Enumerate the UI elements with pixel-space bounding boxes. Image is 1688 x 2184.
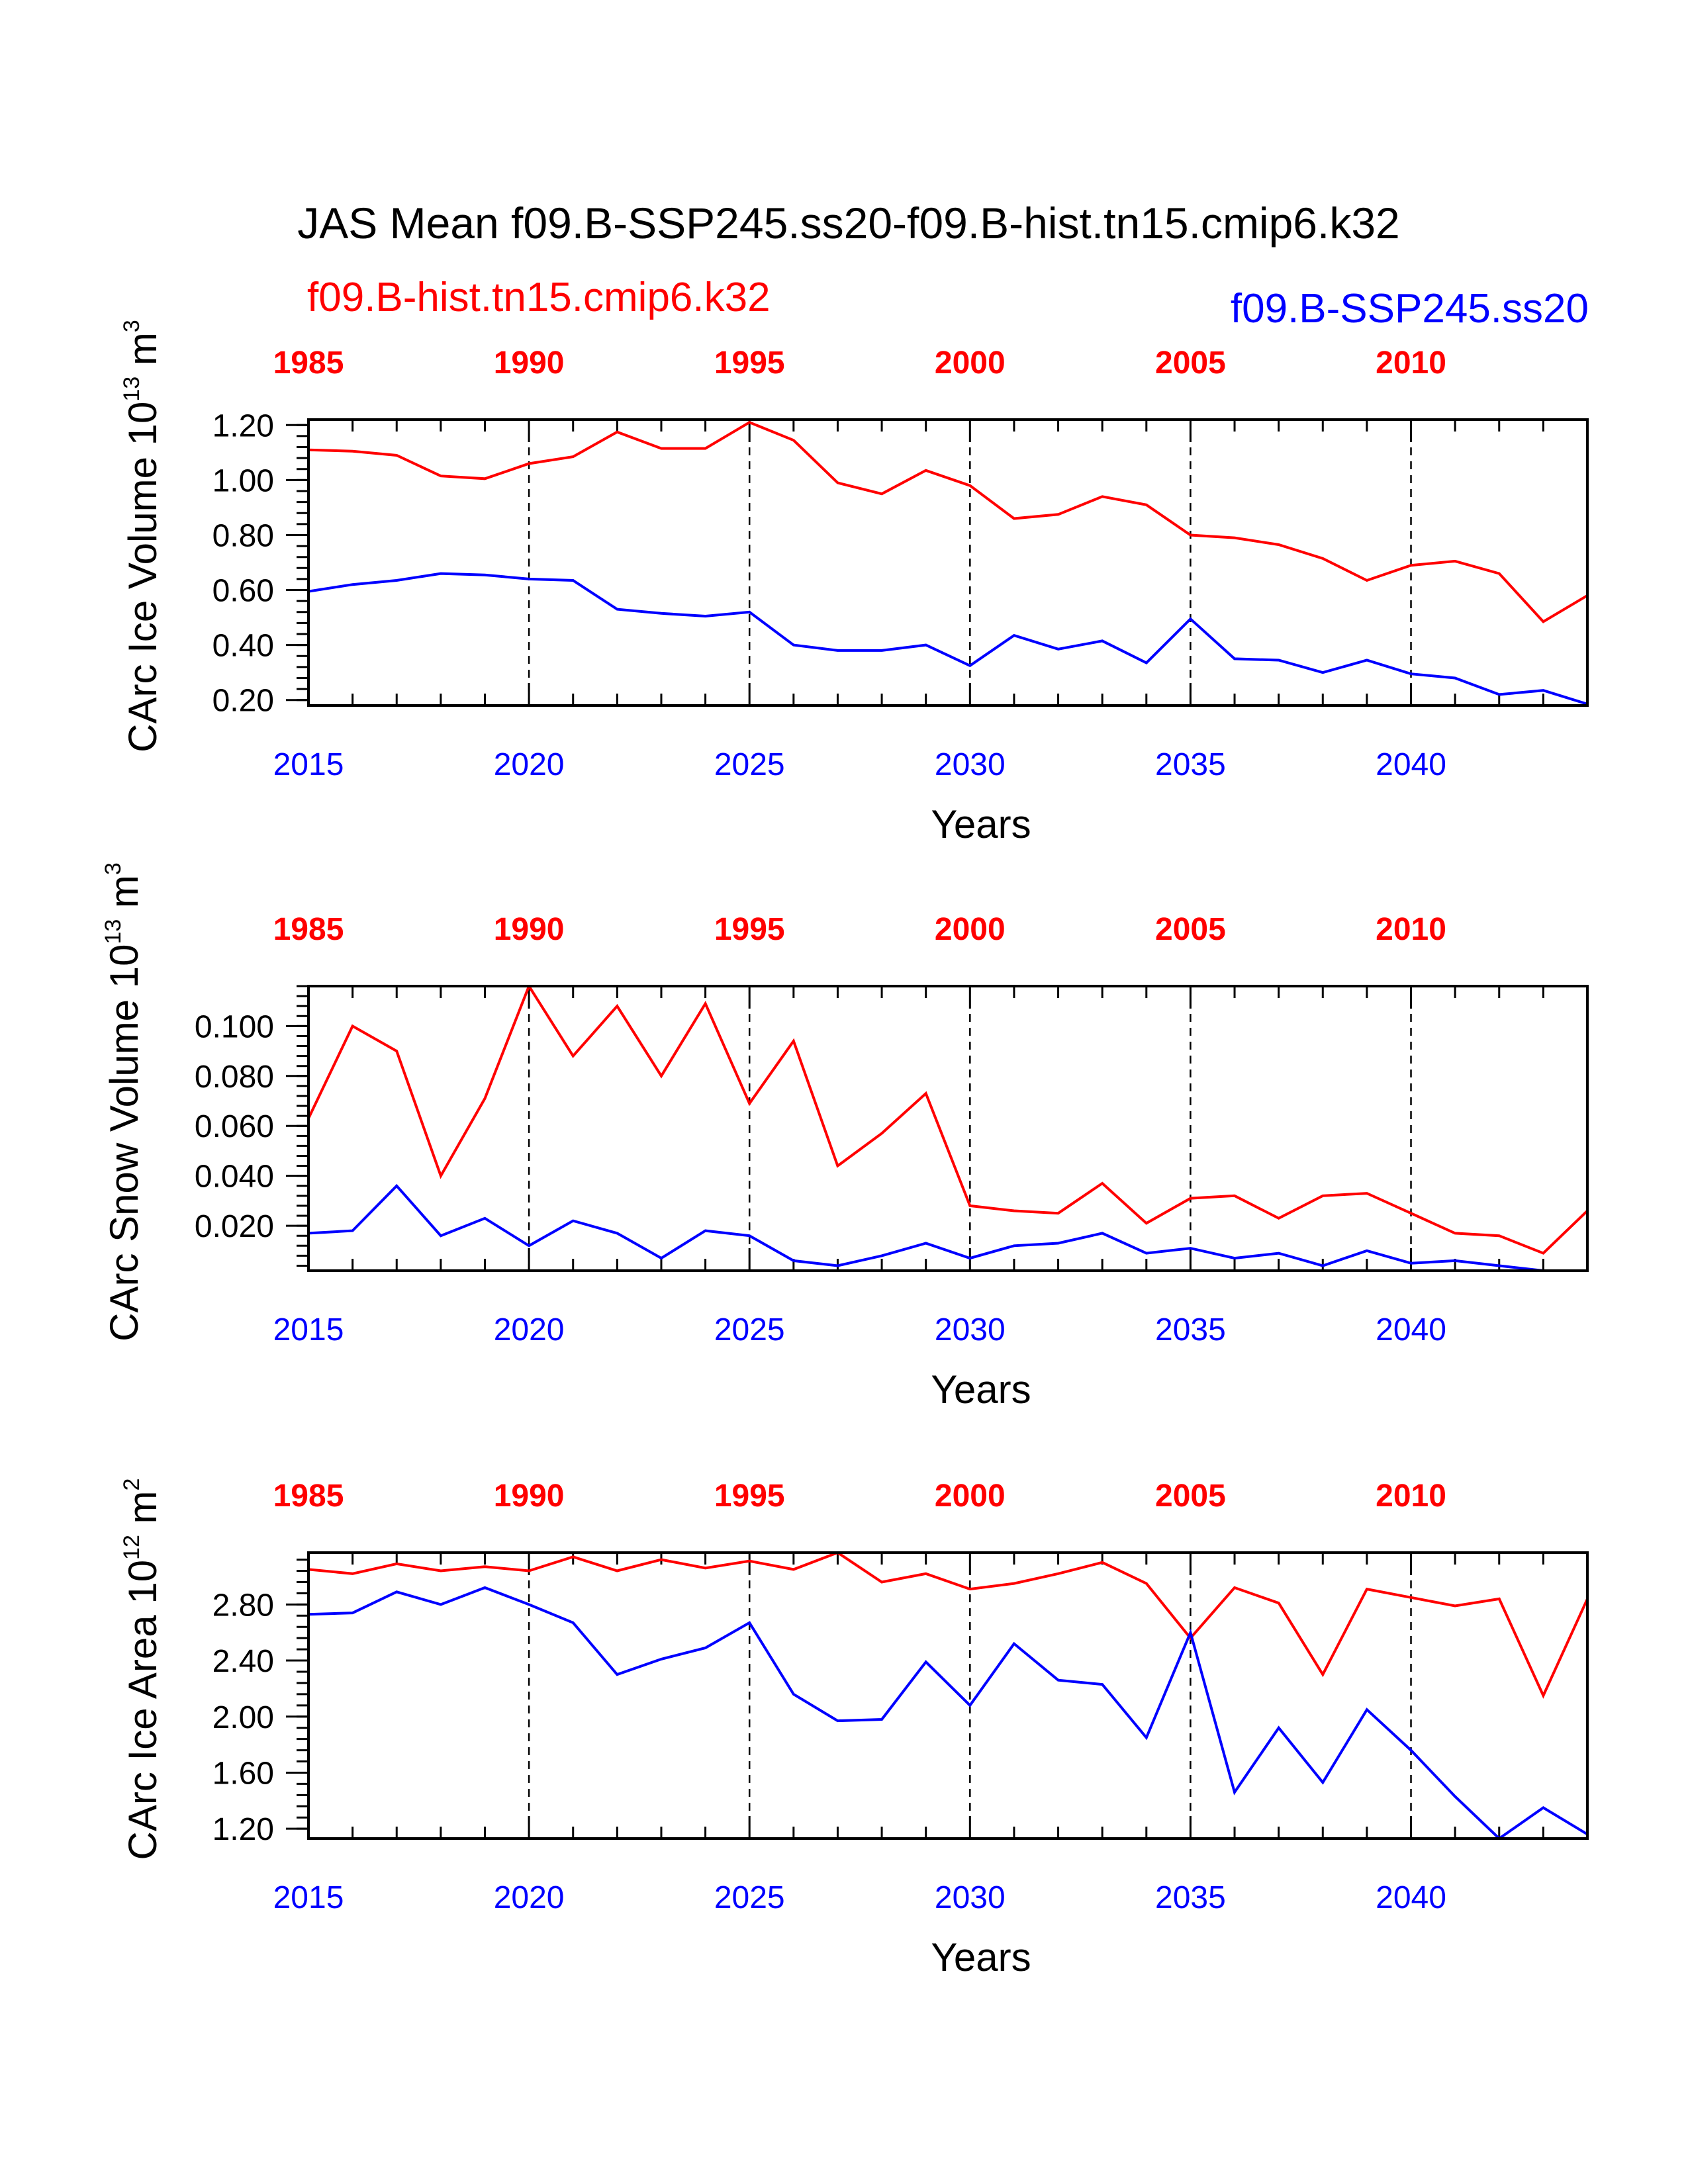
y-tick-label: 1.20 [212,1812,274,1847]
x-tick-label-top: 1990 [494,345,565,381]
panel-3: 1.20 1.60 2.00 2.40 2.80 2015 2020 2025 2030 2035… [119,1479,1589,1979]
plot-frame [307,985,1589,1272]
x-tick-label-bottom: 2020 [494,747,565,782]
y-tick-label: 0.100 [195,1009,274,1044]
x-tick-label-top: 2010 [1376,345,1446,381]
y-tick-label: 0.20 [212,684,274,719]
figure-title: JAS Mean f09.B-SSP245.ss20-f09.B-hist.tn… [297,199,1400,248]
x-tick-label-bottom: 2025 [714,1312,785,1347]
y-axis-label: CArc Ice Volume 1013 m3 [119,320,165,752]
x-tick-label-top: 1995 [714,345,785,381]
y-tick-label: 0.080 [195,1060,274,1095]
y-tick-label: 0.060 [195,1109,274,1144]
x-tick-label-top: 2000 [935,345,1006,381]
series-line-red [308,420,1587,623]
y-axis-label: CArc Ice Area 1012 m2 [119,1479,165,1860]
y-tick-label: 0.040 [195,1160,274,1195]
x-tick-label-top: 2005 [1155,345,1226,381]
x-tick-label-bottom: 2035 [1155,747,1226,782]
x-tick-label-top: 2005 [1155,1479,1226,1514]
x-tick-label-top: 1985 [273,912,344,947]
x-tick-label-top: 2000 [935,1479,1006,1514]
panel-2: 0.020 0.040 0.060 0.080 0.100 2015 2020 2025 203… [101,862,1589,1412]
y-tick-label: 1.00 [212,463,274,498]
plot-frame [307,1551,1589,1840]
x-axis-label: Years [931,1935,1031,1979]
x-tick-label-top: 1985 [273,1479,344,1514]
x-tick-label-bottom: 2035 [1155,1880,1226,1915]
x-tick-label-bottom: 2015 [273,747,344,782]
series-line-red [308,1551,1587,1699]
x-axis-label: Years [931,1367,1031,1412]
series-line-red [308,985,1587,1255]
x-tick-label-bottom: 2025 [714,747,785,782]
y-tick-label: 2.00 [212,1700,274,1735]
x-tick-label-bottom: 2040 [1376,1880,1446,1915]
y-tick-label: 1.60 [212,1756,274,1791]
x-tick-label-top: 2010 [1376,1479,1446,1514]
panel-1: 0.20 0.40 0.60 0.80 1.00 1.20 2015 2020 2025 2030… [119,320,1589,846]
y-tick-label: 0.80 [212,518,274,553]
x-tick-label-bottom: 2025 [714,1880,785,1915]
legend-red-label: f09.B-hist.tn15.cmip6.k32 [307,275,771,320]
x-tick-label-top: 2005 [1155,912,1226,947]
chart-panels: 0.20 0.40 0.60 0.80 1.00 1.20 2015 2020 2025 2030… [101,320,1589,1979]
y-tick-label: 0.020 [195,1209,274,1244]
legend-blue-label: f09.B-SSP245.ss20 [1231,286,1589,332]
series-line-blue [308,1183,1587,1272]
x-tick-label-bottom: 2015 [273,1880,344,1915]
plot-frame [307,418,1589,707]
y-tick-label: 2.80 [212,1588,274,1623]
series-line-blue [308,572,1587,705]
x-tick-label-top: 2010 [1376,912,1446,947]
x-tick-label-bottom: 2020 [494,1312,565,1347]
y-tick-label: 0.40 [212,629,274,664]
x-tick-label-top: 1995 [714,1479,785,1514]
x-tick-label-bottom: 2030 [935,1880,1006,1915]
x-tick-label-bottom: 2035 [1155,1312,1226,1347]
x-tick-label-bottom: 2030 [935,747,1006,782]
x-tick-label-top: 1990 [494,1479,565,1514]
x-tick-label-bottom: 2020 [494,1880,565,1915]
x-tick-label-top: 2000 [935,912,1006,947]
x-tick-label-top: 1990 [494,912,565,947]
x-tick-label-top: 1985 [273,345,344,381]
x-tick-label-bottom: 2030 [935,1312,1006,1347]
x-tick-label-bottom: 2040 [1376,1312,1446,1347]
x-tick-label-top: 1995 [714,912,785,947]
x-tick-label-bottom: 2040 [1376,747,1446,782]
y-tick-label: 0.60 [212,574,274,609]
x-axis-label: Years [931,802,1031,846]
x-tick-label-bottom: 2015 [273,1312,344,1347]
series-line-blue [308,1586,1587,1840]
y-tick-label: 2.40 [212,1644,274,1679]
y-axis-label: CArc Snow Volume 1013 m3 [101,862,146,1342]
y-tick-label: 1.20 [212,408,274,443]
